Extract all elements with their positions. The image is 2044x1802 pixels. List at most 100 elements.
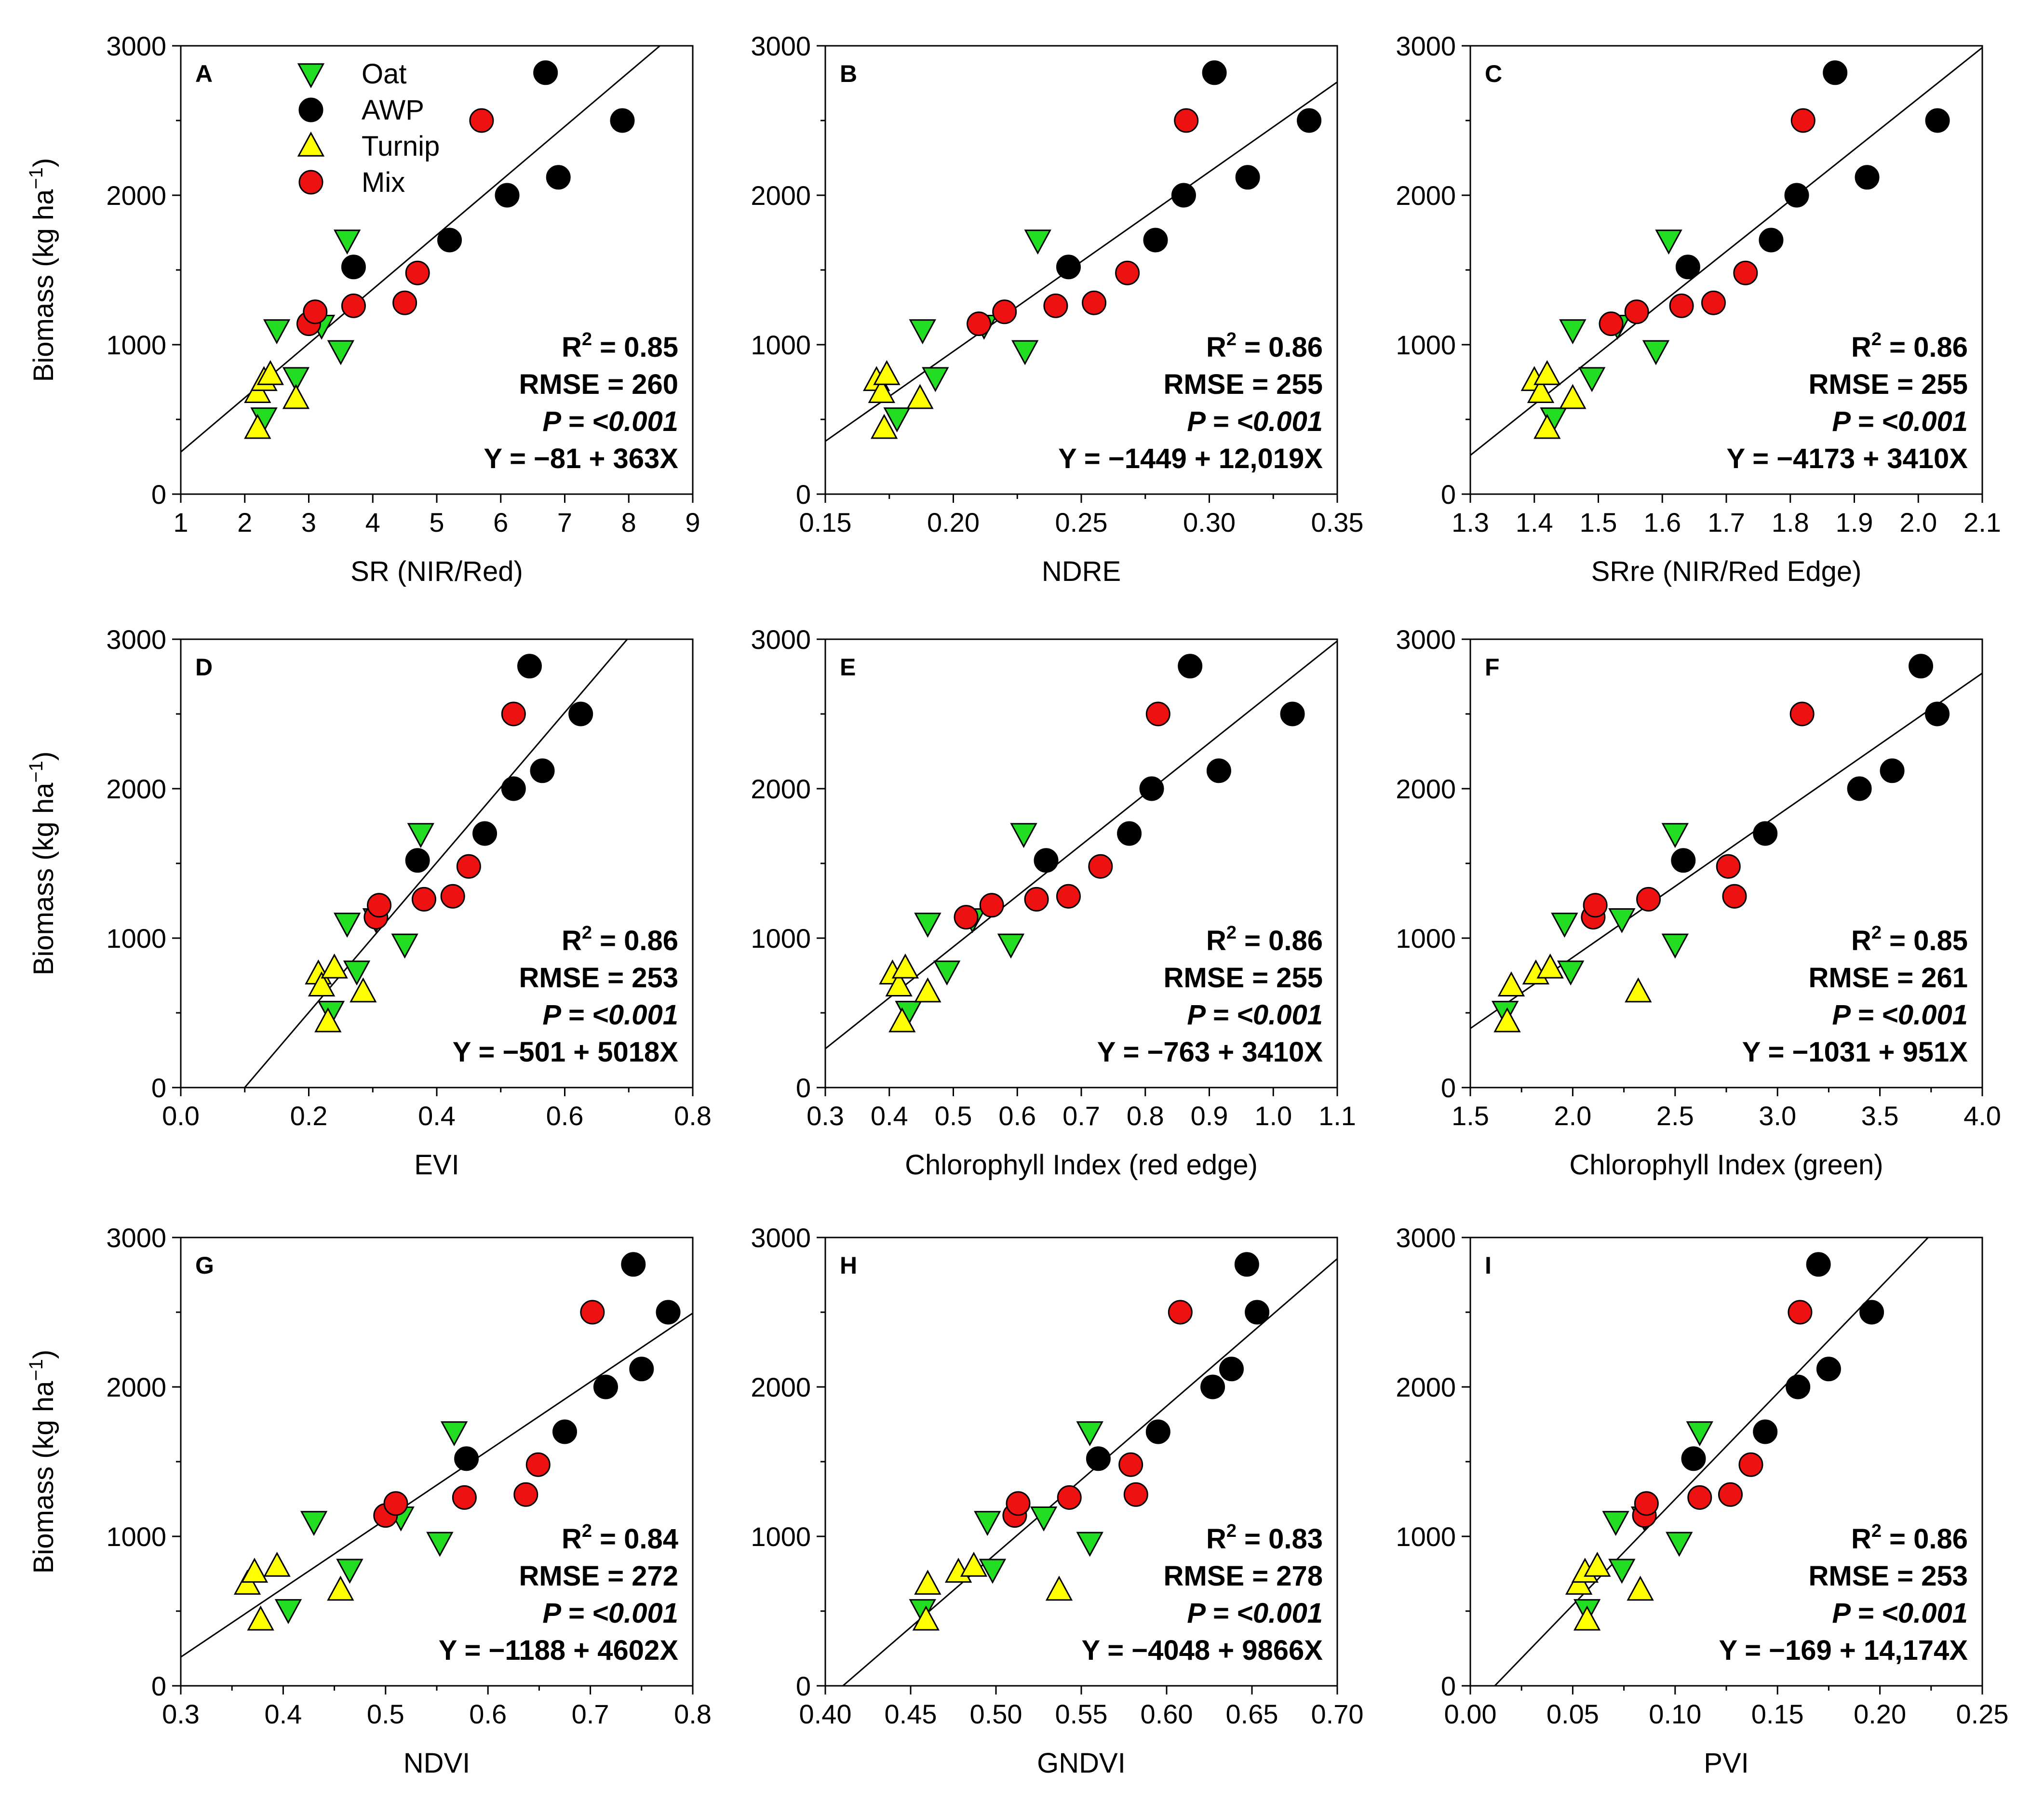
point-awp	[1816, 1357, 1841, 1382]
point-awp	[1280, 701, 1305, 726]
point-awp	[1117, 821, 1142, 846]
rmse: RMSE = 272	[519, 1560, 678, 1592]
y-tick-label: 3000	[106, 31, 166, 61]
x-tick-label: 0.15	[799, 507, 852, 538]
y-tick-label: 3000	[1396, 1223, 1456, 1253]
legend-marker-turnip	[297, 131, 325, 157]
point-awp	[610, 108, 635, 133]
point-awp	[1784, 183, 1809, 208]
point-mix	[440, 884, 465, 909]
rmse: RMSE = 255	[1809, 369, 1968, 400]
x-axis-label: PVI	[1704, 1748, 1749, 1779]
point-awp	[1202, 60, 1227, 85]
point-turnip	[873, 360, 901, 385]
x-tick-label: 0.7	[1062, 1101, 1100, 1131]
y-tick-label: 0	[796, 479, 811, 510]
point-awp	[454, 1446, 479, 1471]
point-awp	[1847, 776, 1872, 801]
point-turnip	[263, 1551, 291, 1577]
point-awp	[1675, 255, 1700, 280]
regression-equation: Y = −4173 + 3410X	[1727, 443, 1968, 474]
point-mix	[1043, 293, 1068, 318]
x-tick-label: 8	[621, 507, 636, 538]
y-tick-label: 1000	[751, 923, 811, 954]
point-awp	[530, 758, 555, 783]
y-tick-label: 3000	[1396, 624, 1456, 655]
point-awp	[501, 776, 526, 801]
x-tick-label: 3.0	[1759, 1101, 1796, 1131]
x-tick-label: 0.4	[871, 1101, 908, 1131]
regression-equation: Y = −1031 + 951X	[1742, 1036, 1968, 1068]
point-awp	[1139, 776, 1164, 801]
point-oat	[1686, 1421, 1713, 1447]
point-oat	[979, 1559, 1007, 1584]
r-squared: R2 = 0.85	[562, 329, 678, 363]
x-tick-label: 1.4	[1516, 507, 1553, 538]
regression-equation: Y = −1188 + 4602X	[439, 1635, 679, 1666]
point-turnip	[1493, 1007, 1521, 1033]
y-tick-label: 0	[151, 479, 166, 510]
point-awp	[1145, 1419, 1170, 1444]
point-oat	[1024, 229, 1051, 255]
p-value: P = <0.001	[542, 406, 678, 437]
point-oat	[274, 1599, 302, 1625]
y-tick-label: 0	[151, 1671, 166, 1701]
point-mix	[1174, 108, 1199, 133]
point-mix	[405, 260, 430, 285]
x-tick-label: 0.6	[546, 1101, 584, 1131]
point-turnip	[1045, 1575, 1073, 1601]
r-squared: R2 = 0.86	[1206, 329, 1323, 363]
point-turnip	[1627, 1575, 1654, 1601]
point-mix	[392, 290, 417, 315]
y-tick-label: 1000	[106, 330, 166, 360]
point-oat	[1076, 1532, 1103, 1557]
point-oat	[1608, 1559, 1636, 1584]
point-awp	[1681, 1446, 1706, 1471]
point-mix	[1123, 1482, 1148, 1507]
point-awp	[341, 255, 366, 280]
point-turnip	[1536, 953, 1564, 979]
point-turnip	[1625, 977, 1652, 1003]
point-turnip	[914, 1570, 941, 1595]
x-tick-label: 2.1	[1963, 507, 2001, 538]
y-tick-label: 1000	[106, 923, 166, 954]
point-oat	[1557, 960, 1585, 986]
p-value: P = <0.001	[1187, 406, 1323, 437]
point-mix	[1118, 1452, 1143, 1477]
point-mix	[580, 1300, 605, 1325]
point-awp	[1297, 108, 1322, 133]
point-awp	[1753, 821, 1778, 846]
legend-label-mix: Mix	[362, 167, 405, 198]
point-awp	[621, 1252, 646, 1277]
point-awp	[656, 1300, 681, 1325]
regression-line	[243, 639, 629, 1088]
point-oat	[1655, 229, 1682, 255]
point-turnip	[327, 1575, 354, 1601]
y-tick-label: 2000	[751, 1372, 811, 1402]
point-oat	[933, 960, 961, 986]
r-squared: R2 = 0.83	[1206, 1521, 1323, 1555]
point-awp	[517, 654, 542, 679]
point-awp	[1200, 1374, 1225, 1399]
point-oat	[1666, 1532, 1693, 1557]
point-awp	[495, 183, 520, 208]
x-axis-label: SRre (NIR/Red Edge)	[1591, 556, 1862, 587]
point-mix	[469, 108, 494, 133]
x-tick-label: 0.4	[264, 1699, 302, 1729]
y-tick-label: 2000	[751, 774, 811, 804]
r-squared: R2 = 0.86	[562, 923, 678, 956]
point-awp	[437, 228, 462, 253]
y-tick-label: 2000	[106, 180, 166, 211]
point-mix	[1168, 1300, 1193, 1325]
point-turnip	[314, 1007, 342, 1033]
panel-i: 0.00 0.05 0.10 0.15 0.20 0.25 0 1000 2000 3000 PVI…	[1396, 1223, 2008, 1779]
point-mix	[1634, 1491, 1659, 1516]
y-tick-label: 3000	[106, 1223, 166, 1253]
point-mix	[992, 299, 1017, 324]
point-oat	[1642, 340, 1670, 365]
x-axis-label: GNDVI	[1037, 1748, 1126, 1779]
y-tick-label: 1000	[1396, 923, 1456, 954]
x-tick-label: 0.4	[418, 1101, 456, 1131]
x-tick-label: 0.45	[885, 1699, 937, 1729]
y-tick-label: 3000	[1396, 31, 1456, 61]
